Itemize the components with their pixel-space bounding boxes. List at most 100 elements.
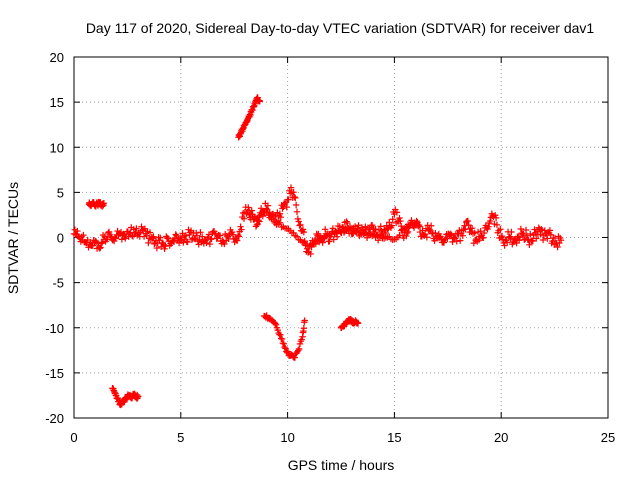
y-tick-label: -10 [45, 321, 64, 336]
data-point [292, 194, 299, 202]
data-point [98, 239, 106, 246]
data-point [300, 325, 308, 332]
data-point [291, 354, 299, 361]
data-point [396, 214, 403, 222]
data-point [291, 193, 298, 201]
data-point [480, 229, 488, 237]
data-point [451, 234, 458, 241]
data-point [245, 204, 252, 211]
data-point [290, 188, 297, 196]
data-point [104, 236, 111, 243]
data-point [477, 227, 484, 235]
data-point [330, 236, 337, 243]
data-point [486, 217, 494, 225]
y-tick-label: -5 [52, 276, 64, 291]
data-point [547, 231, 554, 238]
data-point [256, 218, 263, 225]
data-point [464, 217, 472, 225]
data-point [283, 203, 290, 211]
data-point [150, 233, 157, 240]
data-point [529, 237, 537, 245]
x-tick-label: 10 [280, 430, 294, 445]
data-point [280, 340, 287, 348]
data-point [205, 231, 213, 238]
data-point [281, 343, 288, 351]
data-point [355, 222, 362, 229]
y-axis-label: SDTVAR / TECUs [5, 182, 21, 294]
data-point [404, 228, 412, 236]
x-tick-label: 25 [601, 430, 615, 445]
data-point [192, 229, 200, 237]
data-point [285, 196, 292, 203]
data-point [440, 239, 448, 246]
x-tick-label: 15 [387, 430, 401, 445]
data-point [393, 209, 401, 216]
y-tick-label: 5 [57, 185, 64, 200]
data-point [274, 326, 281, 334]
data-point [193, 232, 201, 239]
data-point [264, 202, 272, 209]
data-point [527, 230, 534, 238]
data-point [520, 230, 527, 238]
data-point [300, 228, 308, 236]
y-tick-label: 10 [50, 140, 64, 155]
data-point [153, 244, 161, 252]
data-point [462, 226, 469, 233]
data-point [151, 240, 158, 248]
data-point [284, 348, 292, 355]
data-point [546, 227, 554, 234]
data-point [133, 225, 140, 232]
data-point [416, 223, 424, 230]
data-point [554, 243, 561, 251]
data-point [164, 235, 172, 242]
data-point [295, 345, 303, 353]
data-points [70, 94, 565, 409]
x-axis: 0 5 10 15 20 25 [70, 57, 615, 445]
data-point [298, 336, 305, 343]
data-point [264, 209, 272, 216]
data-point [343, 218, 350, 225]
data-point [134, 393, 142, 400]
x-tick-label: 20 [494, 430, 508, 445]
data-point [74, 227, 81, 235]
data-point [432, 229, 439, 237]
data-point [296, 222, 303, 229]
data-point [485, 223, 492, 230]
data-point [279, 339, 287, 347]
data-point [292, 201, 300, 209]
data-point [465, 221, 472, 229]
data-point [172, 231, 179, 238]
data-point [517, 225, 525, 233]
data-point [468, 224, 476, 232]
chart-title: Day 117 of 2020, Sidereal Day-to-day VTE… [86, 20, 595, 36]
data-point [80, 231, 87, 239]
data-point [105, 228, 113, 236]
data-point [354, 320, 362, 327]
data-point [503, 239, 511, 246]
data-point [197, 229, 204, 236]
data-point [492, 214, 500, 222]
data-point [544, 235, 551, 242]
data-point [397, 217, 404, 225]
data-point [145, 239, 152, 247]
data-point [96, 245, 103, 252]
data-point [146, 229, 154, 236]
data-point [537, 231, 544, 238]
data-point [278, 335, 286, 343]
data-point [471, 229, 478, 237]
data-point [538, 226, 545, 233]
data-point [221, 240, 228, 248]
data-point [533, 235, 540, 242]
data-point [437, 233, 444, 240]
data-point [523, 232, 531, 239]
data-point [276, 219, 284, 226]
data-point [493, 221, 501, 229]
data-point [396, 231, 403, 239]
data-point [456, 237, 464, 244]
y-tick-label: -20 [45, 411, 64, 426]
data-point [386, 219, 393, 226]
data-point [507, 234, 514, 242]
data-point [526, 241, 533, 249]
data-point [539, 236, 547, 244]
data-point [238, 226, 245, 233]
